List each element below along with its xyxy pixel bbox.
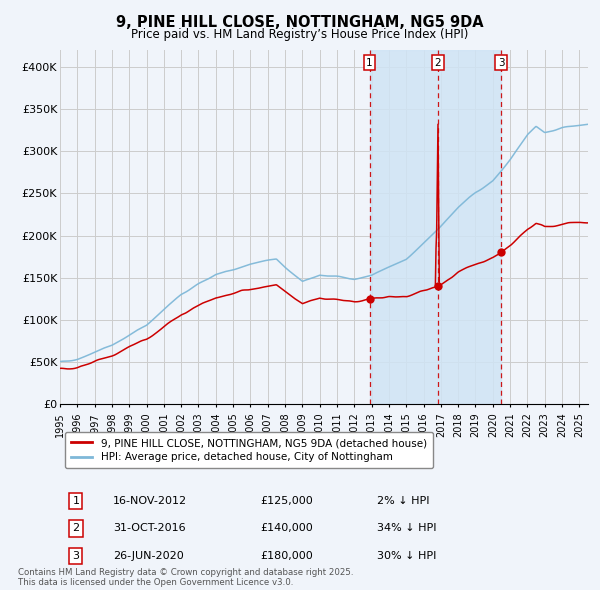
Text: 3: 3: [498, 58, 505, 68]
Text: £180,000: £180,000: [260, 551, 313, 561]
Text: 31-OCT-2016: 31-OCT-2016: [113, 523, 185, 533]
Text: £140,000: £140,000: [260, 523, 313, 533]
Text: 2: 2: [434, 58, 441, 68]
Text: 2% ↓ HPI: 2% ↓ HPI: [377, 496, 430, 506]
Text: 2: 2: [72, 523, 79, 533]
Text: 1: 1: [366, 58, 373, 68]
Bar: [370, 50, 501, 404]
Legend: 9, PINE HILL CLOSE, NOTTINGHAM, NG5 9DA (detached house), HPI: Average price, de: 9, PINE HILL CLOSE, NOTTINGHAM, NG5 9DA …: [65, 432, 433, 468]
Text: 34% ↓ HPI: 34% ↓ HPI: [377, 523, 436, 533]
Text: 30% ↓ HPI: 30% ↓ HPI: [377, 551, 436, 561]
Text: 3: 3: [73, 551, 79, 561]
Text: 16-NOV-2012: 16-NOV-2012: [113, 496, 187, 506]
Text: £125,000: £125,000: [260, 496, 313, 506]
Text: Contains HM Land Registry data © Crown copyright and database right 2025.
This d: Contains HM Land Registry data © Crown c…: [18, 568, 353, 587]
Text: 26-JUN-2020: 26-JUN-2020: [113, 551, 184, 561]
Text: Price paid vs. HM Land Registry’s House Price Index (HPI): Price paid vs. HM Land Registry’s House …: [131, 28, 469, 41]
Text: 1: 1: [73, 496, 79, 506]
Text: 9, PINE HILL CLOSE, NOTTINGHAM, NG5 9DA: 9, PINE HILL CLOSE, NOTTINGHAM, NG5 9DA: [116, 15, 484, 30]
